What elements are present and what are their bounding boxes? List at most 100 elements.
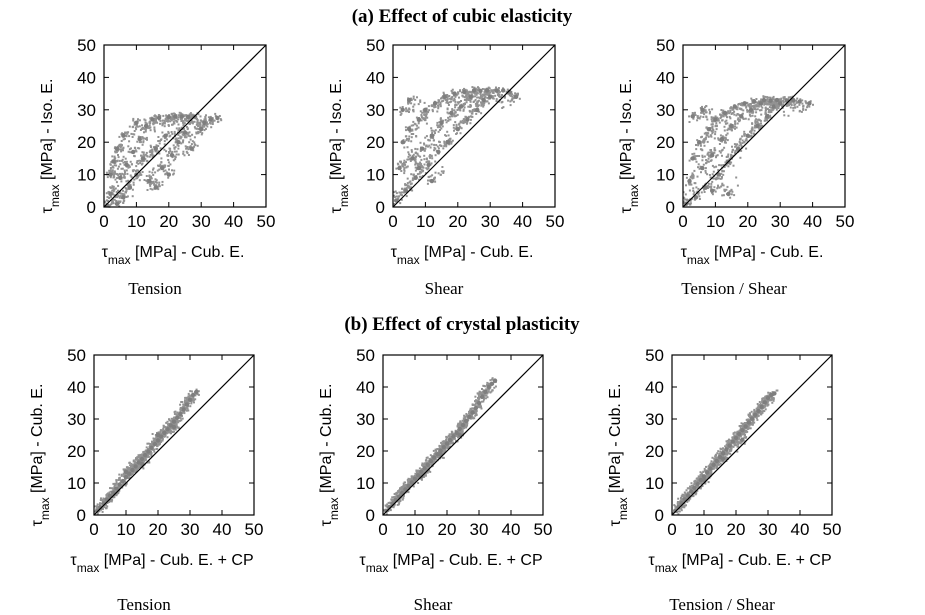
scatter-panel-1: 0 10 20 30 40 50 0 10 20 30 40 50 τmax [MPa] - Cub. … [39, 36, 275, 298]
y-axis-label: τmax [MPa] - Cub. E. [607, 384, 630, 527]
panel-subtitle: Tension / Shear [669, 595, 775, 614]
x-tick-label: 0 [89, 520, 98, 539]
x-tick-label: 50 [836, 212, 855, 231]
scatter-density [383, 377, 497, 516]
row-title: (b) Effect of crystal plasticity [344, 314, 580, 335]
row-title: (a) Effect of cubic elasticity [352, 6, 573, 27]
x-tick-label: 20 [738, 212, 757, 231]
y-tick-label: 10 [77, 166, 96, 185]
x-axis-label: τmax [MPa] - Cub. E. + CP [70, 552, 253, 575]
x-axis-label: τmax [MPa] - Cub. E. + CP [648, 552, 831, 575]
y-tick-label: 30 [356, 410, 375, 429]
x-tick-label: 40 [791, 520, 810, 539]
y-tick-label: 50 [656, 36, 675, 55]
data-point [797, 99, 802, 104]
x-tick-label: 30 [181, 520, 200, 539]
y-axis-label: τmax [MPa] - Iso. E. [618, 79, 641, 214]
reference-line [93, 354, 255, 516]
scatter-panel-4: 0 10 20 30 40 50 0 10 20 30 40 50 τmax [MPa] - Cub. … [29, 346, 263, 614]
x-tick-label: 40 [213, 520, 232, 539]
reference-line [103, 44, 267, 208]
x-tick-label: 20 [159, 212, 178, 231]
y-tick-label: 0 [666, 198, 675, 217]
plot-frame [93, 354, 255, 516]
x-tick-label: 0 [388, 212, 397, 231]
scatter-panel-6: 0 10 20 30 40 50 0 10 20 30 40 50 τmax [MPa] - Cub. … [607, 346, 841, 614]
y-tick-label: 50 [645, 346, 664, 365]
y-tick-label: 0 [366, 506, 375, 525]
plot-frame [392, 44, 556, 208]
x-tick-label: 10 [117, 520, 136, 539]
x-tick-label: 40 [224, 212, 243, 231]
data-point [400, 107, 405, 113]
x-axis-label: τmax [MPa] - Cub. E. [391, 244, 534, 267]
y-tick-label: 0 [655, 506, 664, 525]
x-tick-label: 30 [481, 212, 500, 231]
x-tick-label: 20 [438, 520, 457, 539]
x-tick-label: 0 [99, 212, 108, 231]
y-tick-label: 50 [77, 36, 96, 55]
y-tick-label: 40 [645, 378, 664, 397]
reference-line [671, 354, 833, 516]
x-tick-label: 10 [706, 212, 725, 231]
plot-frame [382, 354, 544, 516]
y-tick-label: 0 [376, 198, 385, 217]
panel-subtitle: Shear [414, 595, 453, 614]
y-tick-label: 10 [67, 474, 86, 493]
y-tick-label: 20 [67, 442, 86, 461]
y-tick-label: 20 [77, 133, 96, 152]
panel-subtitle: Tension [128, 279, 182, 298]
y-tick-label: 40 [67, 378, 86, 397]
y-tick-label: 30 [77, 101, 96, 120]
plot-frame [103, 44, 267, 208]
y-tick-label: 20 [366, 133, 385, 152]
y-axis-label: τmax [MPa] - Cub. E. [29, 384, 52, 527]
x-tick-label: 50 [823, 520, 842, 539]
y-tick-label: 20 [656, 133, 675, 152]
y-tick-label: 50 [67, 346, 86, 365]
x-tick-label: 50 [245, 520, 264, 539]
reference-line [392, 44, 556, 208]
x-axis-label: τmax [MPa] - Cub. E. + CP [359, 552, 542, 575]
plot-frame [682, 44, 846, 208]
panel-subtitle: Tension / Shear [681, 279, 787, 298]
y-tick-label: 0 [77, 506, 86, 525]
x-tick-label: 30 [759, 520, 778, 539]
x-axis-label: τmax [MPa] - Cub. E. [102, 244, 245, 267]
y-tick-label: 20 [645, 442, 664, 461]
scatter-density [682, 95, 814, 206]
x-tick-label: 10 [127, 212, 146, 231]
x-tick-label: 20 [727, 520, 746, 539]
y-tick-label: 40 [356, 378, 375, 397]
scatter-panel-2: 0 10 20 30 40 50 0 10 20 30 40 50 τmax [MPa] - Cub. … [328, 36, 564, 298]
y-tick-label: 10 [366, 166, 385, 185]
y-tick-label: 10 [356, 474, 375, 493]
y-axis-label: τmax [MPa] - Iso. E. [39, 79, 62, 214]
x-tick-label: 20 [448, 212, 467, 231]
scatter-density [103, 111, 223, 208]
x-tick-label: 10 [406, 520, 425, 539]
x-tick-label: 10 [416, 212, 435, 231]
y-tick-label: 40 [366, 68, 385, 87]
y-tick-label: 0 [87, 198, 96, 217]
x-tick-label: 0 [667, 520, 676, 539]
y-tick-label: 10 [656, 166, 675, 185]
y-tick-label: 40 [656, 68, 675, 87]
scatter-density [671, 389, 779, 516]
scatter-density [392, 86, 521, 206]
x-tick-label: 30 [192, 212, 211, 231]
panel-subtitle: Shear [425, 279, 464, 298]
x-tick-label: 50 [534, 520, 553, 539]
x-tick-label: 10 [695, 520, 714, 539]
scatter-density [94, 388, 200, 515]
x-tick-label: 50 [546, 212, 565, 231]
x-tick-label: 30 [771, 212, 790, 231]
plot-frame [671, 354, 833, 516]
x-tick-label: 40 [513, 212, 532, 231]
y-tick-label: 30 [645, 410, 664, 429]
x-tick-label: 0 [378, 520, 387, 539]
scatter-panel-5: 0 10 20 30 40 50 0 10 20 30 40 50 τmax [MPa] - Cub. … [318, 346, 552, 614]
reference-line [382, 354, 544, 516]
reference-line [682, 44, 846, 208]
